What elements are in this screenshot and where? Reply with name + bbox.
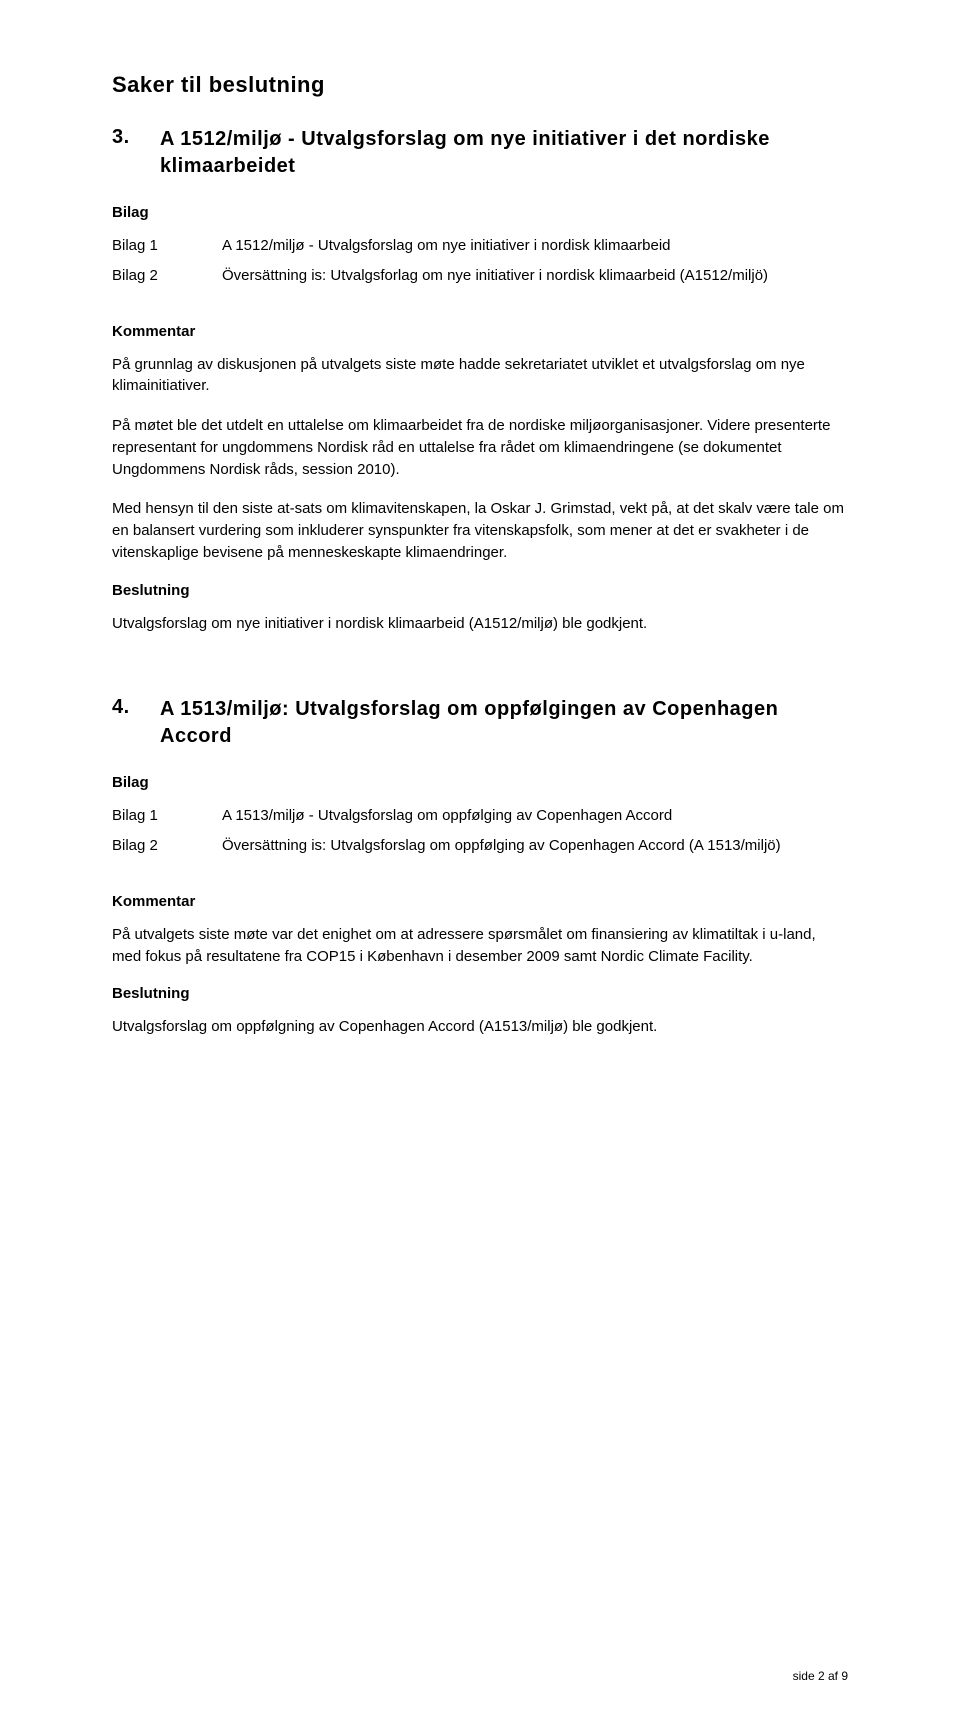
section-number: 4.: [112, 696, 160, 750]
bilag-row: Bilag 1 A 1512/miljø - Utvalgsforslag om…: [112, 235, 848, 257]
bilag-row: Bilag 2 Översättning is: Utvalgsforslag …: [112, 835, 848, 857]
bilag-label: Bilag 1: [112, 805, 222, 827]
page-footer: side 2 af 9: [793, 1669, 848, 1683]
bilag-label: Bilag 2: [112, 835, 222, 857]
bilag-row: Bilag 1 A 1513/miljø - Utvalgsforslag om…: [112, 805, 848, 827]
section-number: 3.: [112, 126, 160, 180]
kommentar-para: På utvalgets siste møte var det enighet …: [112, 924, 848, 968]
document-page: Saker til beslutning 3. A 1512/miljø - U…: [0, 0, 960, 1711]
bilag-label: Bilag 2: [112, 265, 222, 287]
kommentar-para: På grunnlag av diskusjonen på utvalgets …: [112, 354, 848, 398]
beslutning-heading: Beslutning: [112, 985, 848, 1002]
section-title: A 1512/miljø - Utvalgsforslag om nye ini…: [160, 126, 848, 180]
bilag-text: Översättning is: Utvalgsforlag om nye in…: [222, 265, 768, 287]
kommentar-heading: Kommentar: [112, 323, 848, 340]
bilag-label: Bilag 1: [112, 235, 222, 257]
bilag-heading: Bilag: [112, 204, 848, 221]
bilag-text: A 1513/miljø - Utvalgsforslag om oppfølg…: [222, 805, 672, 827]
bilag-text: A 1512/miljø - Utvalgsforslag om nye ini…: [222, 235, 671, 257]
beslutning-heading: Beslutning: [112, 582, 848, 599]
section-title: A 1513/miljø: Utvalgsforslag om oppfølgi…: [160, 696, 848, 750]
bilag-text: Översättning is: Utvalgsforslag om oppfø…: [222, 835, 781, 857]
kommentar-heading: Kommentar: [112, 893, 848, 910]
bilag-row: Bilag 2 Översättning is: Utvalgsforlag o…: [112, 265, 848, 287]
page-title: Saker til beslutning: [112, 72, 848, 98]
section-heading-3: 3. A 1512/miljø - Utvalgsforslag om nye …: [112, 126, 848, 180]
kommentar-para: Med hensyn til den siste at-sats om klim…: [112, 498, 848, 563]
section-heading-4: 4. A 1513/miljø: Utvalgsforslag om oppfø…: [112, 696, 848, 750]
kommentar-para: På møtet ble det utdelt en uttalelse om …: [112, 415, 848, 480]
beslutning-para: Utvalgsforslag om nye initiativer i nord…: [112, 613, 848, 635]
beslutning-para: Utvalgsforslag om oppfølgning av Copenha…: [112, 1016, 848, 1038]
bilag-heading: Bilag: [112, 774, 848, 791]
